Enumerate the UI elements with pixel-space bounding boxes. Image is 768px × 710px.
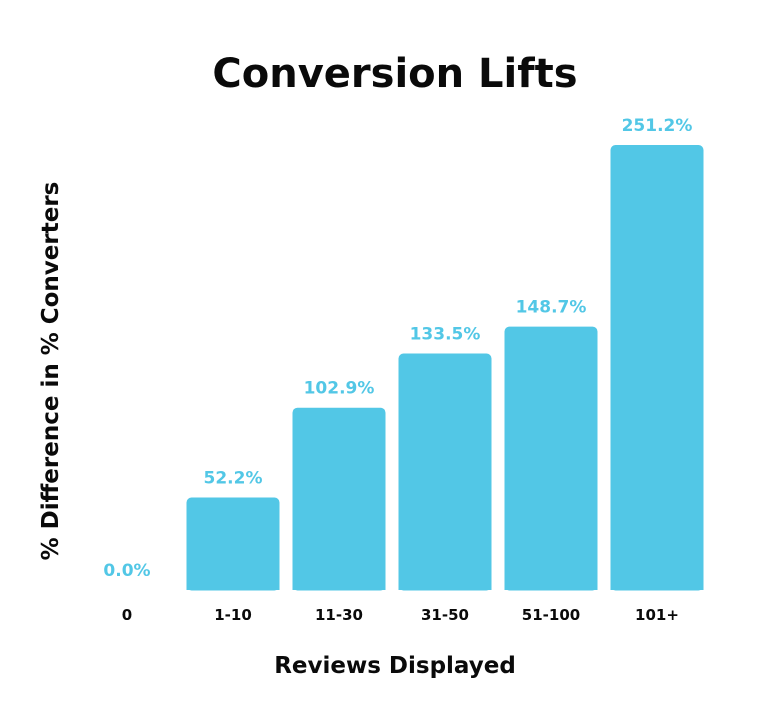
data-label: 102.9% bbox=[304, 379, 375, 399]
bar-11-30 bbox=[292, 407, 386, 591]
y-axis-label: % Difference in % Converters bbox=[38, 182, 64, 561]
x-tick-label: 11-30 bbox=[315, 606, 363, 624]
bar-base-11-30 bbox=[292, 584, 386, 590]
x-tick-label: 0 bbox=[122, 606, 132, 624]
chart-title: Conversion Lifts bbox=[212, 51, 577, 97]
data-label: 148.7% bbox=[516, 298, 587, 318]
data-label: 0.0% bbox=[103, 561, 150, 581]
data-label: 251.2% bbox=[622, 116, 693, 136]
bar-base-1-10 bbox=[186, 584, 280, 590]
bar-base-31-50 bbox=[398, 584, 492, 590]
x-tick-label: 31-50 bbox=[421, 606, 469, 624]
bar-1-10 bbox=[186, 497, 280, 591]
bar-base-51-100 bbox=[504, 584, 598, 590]
data-label: 133.5% bbox=[410, 325, 481, 345]
bar-base-101+ bbox=[610, 584, 704, 590]
x-tick-label: 1-10 bbox=[214, 606, 252, 624]
bar-51-100 bbox=[504, 326, 598, 591]
data-label: 52.2% bbox=[204, 469, 263, 489]
x-tick-label: 101+ bbox=[635, 606, 679, 624]
bar-31-50 bbox=[398, 353, 492, 591]
x-tick-label: 51-100 bbox=[522, 606, 580, 624]
bar-101+ bbox=[610, 145, 704, 591]
x-axis-label: Reviews Displayed bbox=[274, 653, 516, 679]
